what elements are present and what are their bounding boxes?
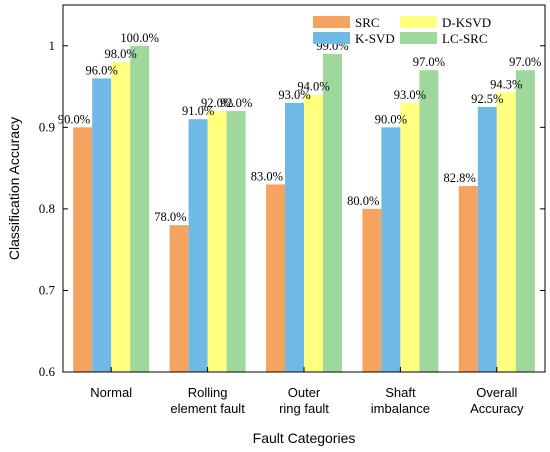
legend-label: SRC [355, 15, 380, 30]
bar-k-svd-2 [285, 102, 304, 372]
data-label: 98.0% [105, 47, 137, 61]
data-label: 90.0% [375, 112, 407, 126]
bar-k-svd-3 [381, 127, 401, 372]
bar-src-2 [266, 184, 285, 372]
bar-d-ksvd-2 [304, 94, 323, 372]
data-label: 91.0% [182, 104, 214, 118]
bar-src-0 [73, 127, 93, 372]
x-tick-label: Normal [90, 385, 132, 400]
data-label: 100.0% [120, 31, 159, 45]
y-tick-label: 0.7 [39, 282, 56, 297]
bar-lc-src-1 [226, 111, 246, 373]
data-labels-group: 90.0%96.0%98.0%100.0%78.0%91.0%92.0%92.0… [58, 31, 542, 224]
bar-src-3 [362, 208, 382, 372]
y-tick-label: 0.9 [39, 119, 55, 134]
legend-label: K-SVD [355, 31, 395, 46]
data-label: 92.0% [201, 96, 233, 110]
data-label: 97.0% [413, 55, 445, 69]
y-axis-label: Classification Accuracy [6, 117, 22, 260]
x-tick-label: element fault [170, 401, 245, 416]
data-label: 92.0% [220, 96, 252, 110]
data-label: 94.0% [297, 80, 329, 94]
bar-d-ksvd-1 [207, 111, 227, 373]
legend-label: LC-SRC [442, 31, 488, 46]
bars-group [73, 45, 535, 373]
data-label: 92.5% [471, 92, 503, 106]
bar-d-ksvd-0 [111, 62, 131, 372]
bar-d-ksvd-3 [400, 102, 420, 372]
bar-src-4 [458, 186, 478, 372]
bar-d-ksvd-4 [496, 92, 516, 373]
data-label: 93.0% [394, 88, 426, 102]
y-tick-label: 0.6 [39, 364, 56, 379]
data-label: 78.0% [154, 210, 186, 224]
bar-lc-src-3 [419, 70, 439, 372]
y-axis: 0.6 0.7 0.8 0.9 1 [39, 38, 545, 379]
data-label: 80.0% [347, 194, 379, 208]
data-label: 90.0% [58, 112, 90, 126]
data-label: 94.3% [490, 77, 522, 91]
bar-lc-src-2 [323, 53, 342, 372]
bar-lc-src-0 [130, 45, 150, 373]
x-tick-label: imbalance [371, 401, 430, 416]
bar-src-1 [169, 225, 189, 372]
x-tick-label: Overall [476, 385, 517, 400]
x-tick-label: Accuracy [470, 401, 524, 416]
bar-k-svd-1 [188, 119, 208, 372]
bar-k-svd-0 [92, 78, 112, 373]
x-tick-label: ring fault [279, 401, 329, 416]
data-label: 93.0% [278, 88, 310, 102]
legend-label: D-KSVD [442, 15, 491, 30]
data-label: 82.8% [444, 171, 476, 185]
legend-swatch-d-ksvd [400, 16, 437, 28]
bar-k-svd-4 [477, 106, 497, 372]
legend-swatch-lc-src [400, 32, 437, 44]
legend-swatch-k-svd [313, 32, 350, 44]
data-label: 97.0% [509, 55, 541, 69]
bar-lc-src-4 [515, 70, 535, 372]
x-tick-label: Rolling [188, 385, 228, 400]
x-tick-label: Shaft [385, 385, 416, 400]
data-label: 83.0% [251, 169, 283, 183]
data-label: 96.0% [86, 63, 118, 77]
x-tick-label: Outer [288, 385, 321, 400]
y-tick-label: 1 [49, 38, 56, 53]
legend-swatch-src [313, 16, 350, 28]
y-tick-label: 0.8 [39, 201, 55, 216]
x-axis-label: Fault Categories [253, 430, 356, 446]
